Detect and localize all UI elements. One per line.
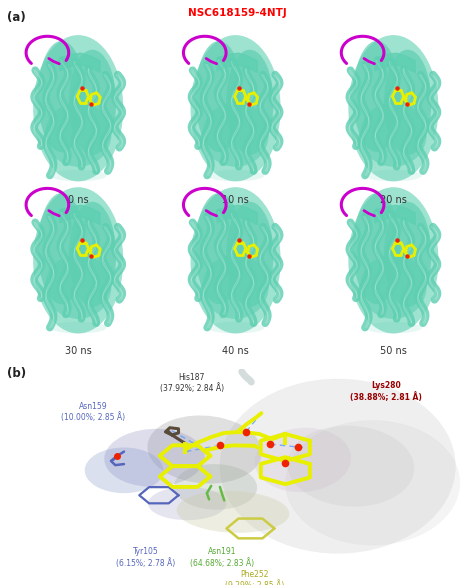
Text: NSC618159-4NTJ: NSC618159-4NTJ — [188, 8, 286, 18]
Ellipse shape — [69, 50, 116, 155]
Ellipse shape — [202, 254, 269, 319]
Ellipse shape — [191, 35, 281, 181]
Text: 20 ns: 20 ns — [380, 195, 407, 205]
Ellipse shape — [69, 202, 116, 307]
Ellipse shape — [207, 322, 264, 333]
Ellipse shape — [384, 202, 431, 307]
Ellipse shape — [360, 102, 427, 167]
Ellipse shape — [287, 426, 414, 507]
Ellipse shape — [85, 448, 163, 493]
Text: Lys280
(38.88%; 2.81 Å): Lys280 (38.88%; 2.81 Å) — [350, 381, 421, 401]
Ellipse shape — [191, 187, 281, 333]
Ellipse shape — [45, 102, 111, 167]
Text: Phe252
(9.29%; 2.85 Å): Phe252 (9.29%; 2.85 Å) — [225, 570, 284, 585]
Ellipse shape — [353, 41, 401, 152]
Ellipse shape — [365, 170, 422, 181]
Ellipse shape — [147, 415, 262, 484]
Text: His187
(37.92%; 2.84 Å): His187 (37.92%; 2.84 Å) — [160, 373, 224, 393]
Ellipse shape — [220, 379, 456, 553]
Ellipse shape — [33, 187, 123, 333]
Text: Asn191
(64.68%; 2.83 Å): Asn191 (64.68%; 2.83 Å) — [190, 547, 254, 567]
Ellipse shape — [360, 254, 427, 319]
Text: Asn159
(10.00%; 2.85 Å): Asn159 (10.00%; 2.85 Å) — [61, 402, 125, 422]
Text: 10 ns: 10 ns — [222, 195, 249, 205]
Ellipse shape — [384, 50, 431, 155]
Ellipse shape — [348, 35, 438, 181]
Ellipse shape — [45, 254, 111, 319]
Ellipse shape — [148, 487, 227, 520]
Text: 0 ns: 0 ns — [68, 195, 89, 205]
Text: 30 ns: 30 ns — [65, 346, 91, 356]
Ellipse shape — [50, 322, 107, 333]
Text: 50 ns: 50 ns — [380, 346, 407, 356]
Text: (a): (a) — [7, 11, 26, 23]
Text: Tyr105
(6.15%; 2.78 Å): Tyr105 (6.15%; 2.78 Å) — [116, 547, 175, 567]
Ellipse shape — [226, 202, 273, 307]
Ellipse shape — [195, 41, 243, 152]
Ellipse shape — [174, 464, 257, 510]
Ellipse shape — [195, 193, 243, 304]
Ellipse shape — [33, 35, 123, 181]
Ellipse shape — [207, 170, 264, 181]
Ellipse shape — [38, 193, 85, 304]
Ellipse shape — [226, 50, 273, 155]
Ellipse shape — [202, 102, 269, 167]
Ellipse shape — [104, 429, 205, 487]
Ellipse shape — [38, 41, 85, 152]
Ellipse shape — [50, 170, 107, 181]
Ellipse shape — [365, 322, 422, 333]
Ellipse shape — [348, 187, 438, 333]
Ellipse shape — [177, 491, 289, 533]
Text: (b): (b) — [7, 367, 26, 380]
Ellipse shape — [255, 428, 351, 492]
Text: 40 ns: 40 ns — [222, 346, 249, 356]
Ellipse shape — [285, 421, 460, 545]
Ellipse shape — [353, 193, 401, 304]
